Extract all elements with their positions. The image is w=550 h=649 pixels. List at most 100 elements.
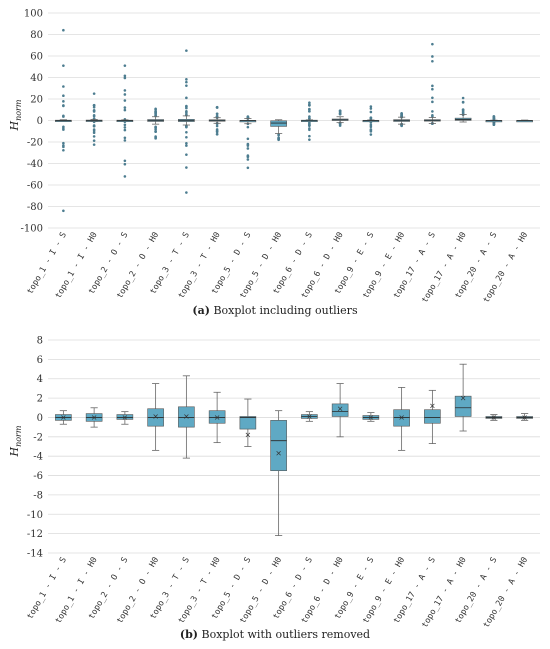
caption-a-label: (a) [192,304,210,317]
outlier-point [62,145,65,149]
outlier-point [185,153,188,156]
outlier-point [62,94,65,97]
outlier-point [246,143,250,146]
y-tick-label: 80 [30,30,43,41]
box [239,416,257,430]
outlier-point [338,109,342,113]
outlier-point [431,100,434,104]
outlier-point [369,130,373,133]
outlier-point [246,115,250,118]
box [270,120,287,127]
outlier-point [154,107,157,111]
outlier-point [185,135,188,139]
y-tick-label: -2 [33,432,43,443]
outlier-point [185,130,188,134]
mean-marker [491,415,497,420]
outlier-point [185,96,188,100]
outlier-point [308,103,311,106]
outlier-point [461,101,465,104]
outlier-point [369,123,373,127]
outlier-point [123,108,127,112]
outlier-point [369,116,373,120]
y-axis-label: Hnorm [8,99,23,131]
outlier-point [92,129,96,133]
outlier-point [154,128,157,131]
outlier-point [123,89,127,92]
outlier-point [154,114,157,117]
outlier-point [185,110,188,114]
y-tick-label: -60 [27,181,43,192]
outlier-point [92,131,96,135]
outlier-point [215,115,219,118]
outlier-point [308,124,311,128]
outlier-point [92,110,96,113]
outlier-point [369,107,373,110]
box [454,395,472,417]
mean-marker [522,415,527,420]
outlier-point [431,59,434,63]
y-tick-label: 8 [37,336,43,347]
outlier-point [123,175,127,178]
y-tick-label: 4 [37,374,43,385]
y-tick-label: 0 [37,413,43,424]
mean-marker [122,415,128,420]
y-tick-label: 2 [37,394,43,405]
outlier-point [246,147,250,150]
outlier-point [154,137,157,140]
outlier-point [92,104,96,107]
outlier-point [62,28,65,32]
outlier-point [92,139,96,142]
caption-b-text: Boxplot with outliers removed [198,628,371,641]
y-tick-label: -12 [27,529,43,540]
box [270,420,287,472]
outlier-point [185,191,188,194]
outlier-point [123,123,127,127]
caption-b: (b) Boxplot with outliers removed [0,628,550,641]
y-axis-label: Hnorm [8,425,23,457]
outlier-point [185,166,188,169]
outlier-point [369,128,373,131]
outlier-point [215,129,219,132]
outlier-point [492,123,496,126]
caption-a-text: Boxplot including outliers [209,304,358,317]
outlier-point [185,141,188,145]
outlier-point [246,125,250,129]
y-tick-label: -10 [27,510,43,521]
outlier-point [154,112,157,115]
outlier-point [308,138,311,141]
mean-marker [245,432,251,438]
outlier-point [431,84,434,88]
y-tick-label: -6 [33,471,43,482]
outlier-point [62,148,65,152]
outlier-point [246,166,250,170]
outlier-point [185,49,188,52]
outlier-point [431,96,434,100]
outlier-point [369,133,373,136]
outlier-point [92,105,96,109]
outlier-point [185,104,188,108]
mean-marker [276,451,281,456]
y-tick-label: -14 [27,549,43,560]
mean-marker [214,415,220,420]
caption-a: (a) Boxplot including outliers [0,304,550,317]
box [424,409,441,424]
outlier-point [431,42,434,46]
mean-marker [91,415,97,420]
outlier-point [62,100,65,103]
outlier-point [154,130,157,134]
mean-marker [153,414,158,419]
outlier-point [92,135,96,138]
outlier-point [308,108,311,111]
outlier-point [92,92,96,95]
outlier-point [62,64,65,67]
outlier-point [215,132,219,136]
outlier-point [431,110,434,113]
y-tick-label: 100 [24,9,43,20]
outlier-point [369,110,373,114]
outlier-point [431,87,434,91]
mean-marker [368,415,374,420]
outlier-point [154,125,157,129]
mean-marker [184,414,189,419]
mean-marker [399,415,404,420]
outlier-point [123,159,127,163]
